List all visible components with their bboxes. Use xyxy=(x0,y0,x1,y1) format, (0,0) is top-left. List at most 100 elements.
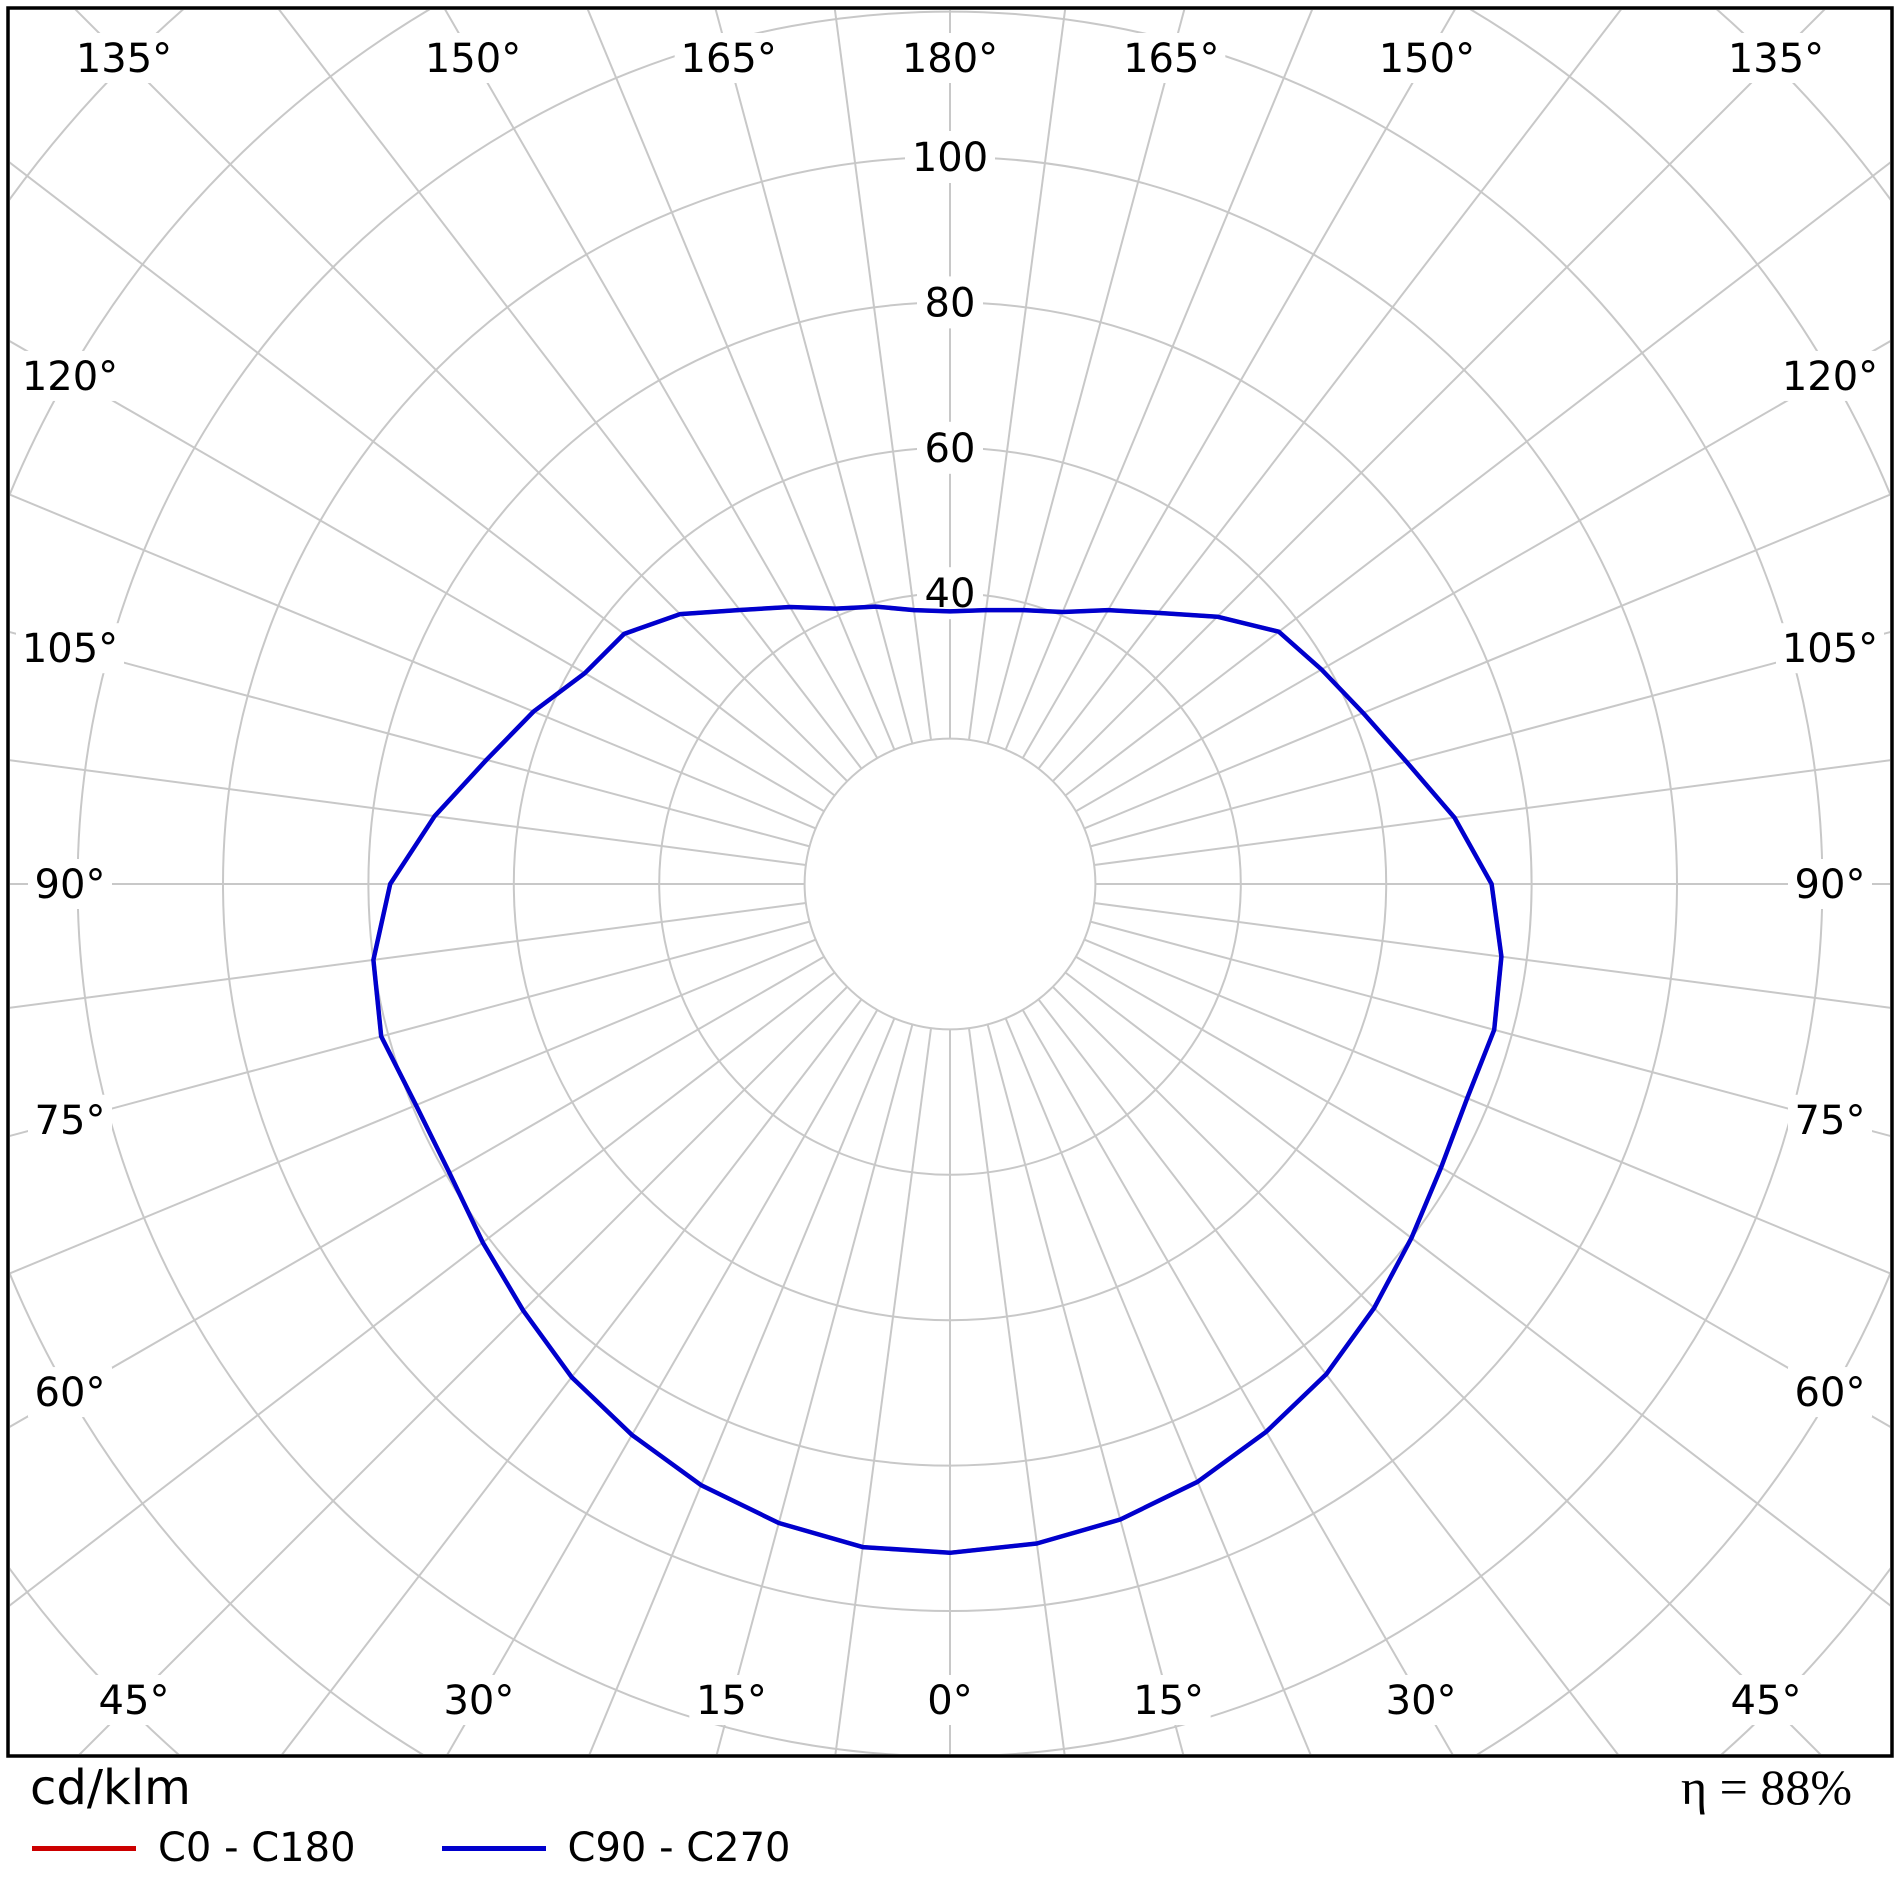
radial-label: 60 xyxy=(925,426,976,472)
legend-label-c90-c270: C90 - C270 xyxy=(567,1825,791,1871)
angle-label-backing xyxy=(689,1675,774,1725)
radial-label-backing xyxy=(917,276,983,329)
grid-ray xyxy=(1064,971,1890,1607)
angle-label-backing xyxy=(920,1675,980,1725)
legend-label-c0-c180: C0 - C180 xyxy=(158,1825,356,1871)
grid-ray xyxy=(1094,902,1890,1009)
angle-label: 60° xyxy=(1795,1370,1866,1416)
angle-label-backing xyxy=(419,33,528,83)
angle-label: 165° xyxy=(1123,36,1219,82)
grid-ray xyxy=(714,10,914,744)
angle-label: 135° xyxy=(1728,36,1824,82)
angle-label: 45° xyxy=(99,1678,170,1724)
grid-ray xyxy=(1075,340,1890,813)
angle-label: 30° xyxy=(443,1678,514,1724)
grid-ray xyxy=(968,10,1067,740)
angle-label: 105° xyxy=(1782,626,1878,672)
grid-ray xyxy=(1021,1009,1454,1754)
units-label: cd/klm xyxy=(30,1760,191,1816)
grid-ray xyxy=(986,1024,1185,1754)
angle-label-backing xyxy=(92,1675,176,1725)
angle-label: 45° xyxy=(1731,1678,1802,1724)
grid-ray xyxy=(588,1017,896,1754)
legend-item-c90-c270: C90 - C270 xyxy=(441,1825,791,1871)
angle-label-backing xyxy=(1788,859,1872,909)
angle-label-backing xyxy=(896,33,1004,83)
angle-label-backing xyxy=(1722,33,1830,83)
radial-label-backing xyxy=(905,131,995,183)
angle-label: 90° xyxy=(35,862,106,908)
grid-ray xyxy=(1004,1017,1312,1754)
grid-ray xyxy=(1037,998,1619,1754)
angle-label: 150° xyxy=(1379,36,1475,82)
grid-ray xyxy=(1075,955,1890,1428)
grid-ray xyxy=(1090,920,1890,1137)
radial-label: 100 xyxy=(912,135,988,181)
angle-label: 15° xyxy=(1133,1678,1204,1724)
grid-ray xyxy=(10,902,806,1009)
angle-axis-labels: 0° 15° 15° 30° 30° 45° 45° 60° 60° 75° 75° 90° 90° 10… xyxy=(16,33,1884,1725)
grid-ray xyxy=(1064,161,1890,797)
grid-ray xyxy=(10,938,817,1275)
angle-label-backing xyxy=(16,623,124,674)
angle-label-backing xyxy=(1372,33,1481,83)
angle-label: 105° xyxy=(22,626,118,672)
angle-label: 75° xyxy=(35,1098,106,1144)
angle-label-backing xyxy=(674,33,783,83)
legend-item-c0-c180: C0 - C180 xyxy=(32,1828,356,1868)
c0-c180-line-swatch xyxy=(32,1845,136,1851)
angle-label-backing xyxy=(28,1094,112,1145)
grid-ray xyxy=(10,955,825,1428)
angle-label: 150° xyxy=(425,36,521,82)
grid-ray xyxy=(10,493,817,830)
angle-label-backing xyxy=(1724,1675,1808,1725)
c90-c270-line-swatch xyxy=(441,1845,546,1851)
grid-ray xyxy=(834,1028,932,1754)
grid-ray xyxy=(1037,10,1622,770)
grid-ray xyxy=(10,920,810,1137)
angle-label-backing xyxy=(16,350,124,401)
angle-label: 120° xyxy=(22,354,118,400)
grid-ray xyxy=(968,1028,1066,1754)
grid-ray xyxy=(1083,938,1890,1275)
grid-ray xyxy=(586,10,896,751)
efficiency-label: η = 88% xyxy=(1681,1759,1852,1815)
grid-ray xyxy=(10,631,810,848)
grid-ray xyxy=(10,161,836,797)
angle-label-backing xyxy=(1776,350,1884,401)
angle-label-backing xyxy=(436,1675,521,1725)
angle-label-backing xyxy=(1788,1367,1872,1418)
angle-label: 75° xyxy=(1795,1098,1866,1144)
angle-label-backing xyxy=(70,33,178,83)
angle-label-backing xyxy=(1117,33,1226,83)
legend: C0 - C180 C90 - C270 xyxy=(32,1828,791,1868)
angle-label: 30° xyxy=(1386,1678,1457,1724)
grid-ray xyxy=(444,10,879,759)
angle-label-backing xyxy=(1776,623,1884,674)
angle-label: 165° xyxy=(681,36,777,82)
angle-label-backing xyxy=(28,859,112,909)
angle-label: 180° xyxy=(902,36,998,82)
angle-label: 90° xyxy=(1795,862,1866,908)
angle-label: 0° xyxy=(927,1678,972,1724)
grid-ray xyxy=(1094,759,1890,866)
angle-label: 15° xyxy=(696,1678,767,1724)
angle-label-backing xyxy=(28,1367,112,1418)
intensity-curve-c90-c270 xyxy=(371,604,1504,1556)
plot-border xyxy=(6,6,1894,1758)
angle-label: 135° xyxy=(76,36,172,82)
radial-label: 80 xyxy=(925,280,976,326)
grid-ray xyxy=(715,1024,914,1754)
angle-label: 120° xyxy=(1782,354,1878,400)
grid-ray xyxy=(986,10,1186,744)
angle-label: 60° xyxy=(35,1370,106,1416)
grid-ray xyxy=(10,340,825,813)
grid-ray xyxy=(833,10,932,740)
grid-ray xyxy=(281,998,863,1754)
angle-label-backing xyxy=(1126,1675,1211,1725)
grid-ray xyxy=(1083,493,1890,830)
radial-label-backing xyxy=(917,421,983,474)
